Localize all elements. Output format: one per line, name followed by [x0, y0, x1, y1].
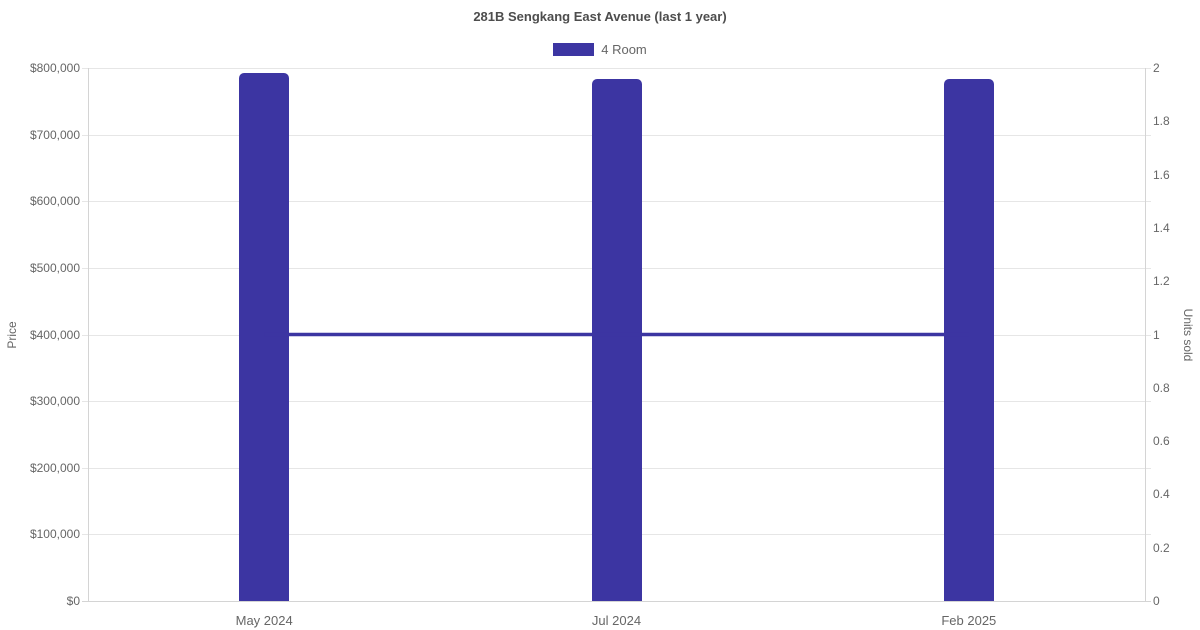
- y-axis-tick-label-right: 1.2: [1153, 274, 1170, 289]
- y-axis-tick-label-right: 0: [1153, 594, 1160, 608]
- y-axis-tick-label-right: 0.6: [1153, 434, 1170, 449]
- y-axis-tick-label-right: 0.2: [1153, 540, 1170, 555]
- bar-may-2024[interactable]: [239, 73, 290, 601]
- y-axis-tick-label-left: $0: [66, 594, 80, 608]
- bar-feb-2025[interactable]: [943, 79, 994, 601]
- y-axis-title-price: Price: [5, 320, 19, 349]
- bar-jul-2024[interactable]: [591, 79, 642, 601]
- y-axis-tick-label-right: 1.4: [1153, 220, 1170, 235]
- y-axis-tick-label-left: $500,000: [29, 260, 80, 275]
- y-axis-tick-label-left: $600,000: [29, 194, 80, 209]
- y-axis-tick-label-left: $200,000: [29, 460, 80, 475]
- x-axis-tick-label: Feb 2025: [941, 613, 997, 628]
- legend-item-4-room[interactable]: 4 Room: [601, 42, 647, 57]
- x-axis-line: [82, 601, 1151, 602]
- y-axis-line-left: [88, 68, 89, 601]
- y-axis-tick-label-left: $400,000: [29, 327, 80, 342]
- y-axis-tick-label-right: 1.8: [1153, 114, 1170, 129]
- y-axis-tick-label-right: 1.6: [1153, 167, 1170, 182]
- y-axis-title-units-sold: Units sold: [1181, 308, 1195, 361]
- x-axis-tick-label: May 2024: [235, 613, 293, 628]
- y-axis-tick-label-right: 1: [1153, 327, 1160, 342]
- y-axis-tick-label-right: 0.8: [1153, 380, 1170, 395]
- y-axis-tick-label-left: $800,000: [29, 61, 80, 75]
- chart-legend: 4 Room: [0, 42, 1200, 57]
- y-axis-tick-label-left: $300,000: [29, 394, 80, 409]
- gridline: [82, 68, 1151, 69]
- legend-swatch-icon: [553, 43, 595, 56]
- y-axis-tick-label-right: 0.4: [1153, 487, 1170, 502]
- chart-title: 281B Sengkang East Avenue (last 1 year): [473, 9, 727, 24]
- y-axis-tick-label-right: 2: [1153, 61, 1160, 75]
- y-axis-line-right: [1145, 68, 1146, 601]
- y-axis-tick-label-left: $100,000: [29, 527, 80, 542]
- x-axis-tick-label: Jul 2024: [591, 613, 642, 628]
- y-axis-tick-label-left: $700,000: [29, 127, 80, 142]
